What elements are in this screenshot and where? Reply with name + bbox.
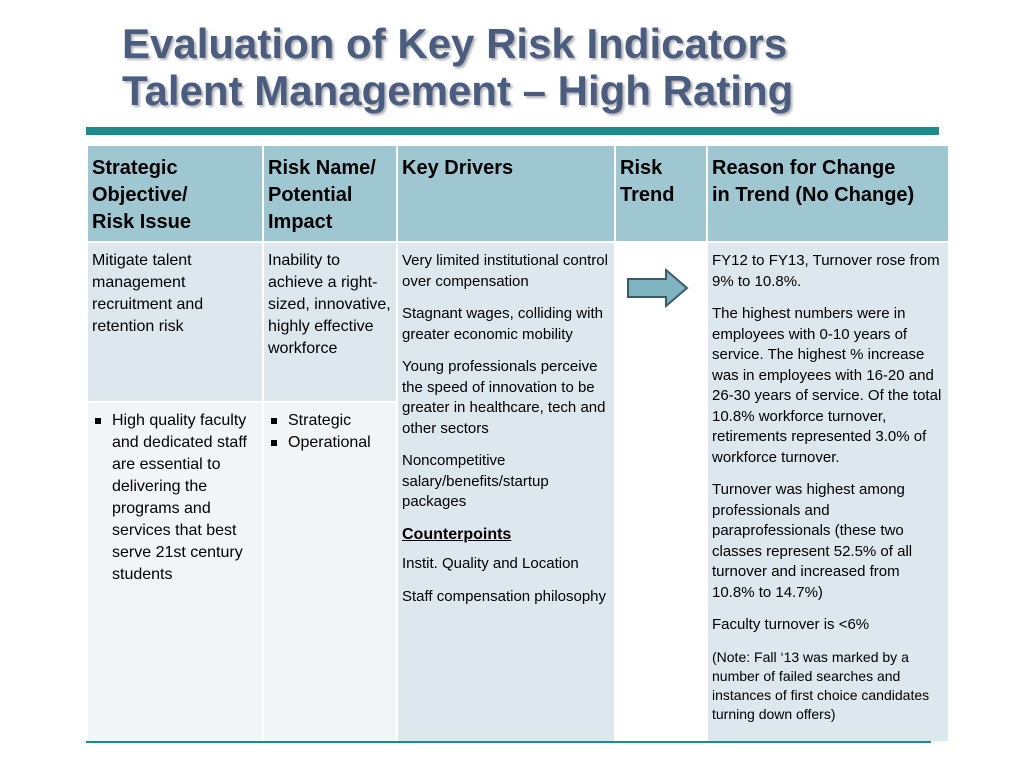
header-risk-trend: Risk Trend xyxy=(614,144,708,243)
reason-for-change-cell: FY12 to FY13, Turnover rose from 9% to 1… xyxy=(706,241,950,743)
header-risk-name: Risk Name/ Potential Impact xyxy=(262,144,398,243)
risk-name-cell: Inability to achieve a right-sized, inno… xyxy=(262,240,398,404)
header-reason-for-change: Reason for Change in Trend (No Change) xyxy=(706,144,950,243)
key-drivers-cell: Very limited institutional control over … xyxy=(396,241,616,743)
reason-item: The highest numbers were in employees wi… xyxy=(712,305,942,466)
table-header-row: Strategic Objective/ Risk Issue Risk Nam… xyxy=(86,144,950,243)
key-driver-item: Young professionals perceive the speed o… xyxy=(402,358,606,437)
counterpoint-item: Staff compensation philosophy xyxy=(402,587,607,605)
table-row: Mitigate talent management recruitment a… xyxy=(86,240,950,743)
impact-bullets-cell: Strategic Operational xyxy=(262,401,398,743)
table-row: High quality faculty and dedicated staff… xyxy=(86,401,949,743)
header-key-drivers: Key Drivers xyxy=(396,144,616,243)
counterpoint-item: Instit. Quality and Location xyxy=(402,555,579,572)
risk-trend-cell xyxy=(614,241,708,743)
key-driver-item: Stagnant wages, colliding with greater e… xyxy=(402,305,603,343)
reason-item: Faculty turnover is <6% xyxy=(712,616,870,633)
footer-divider xyxy=(86,741,931,743)
slide-title-line-2: Talent Management – High Rating xyxy=(122,67,794,114)
objective-bullet-list: High quality faculty and dedicated staff… xyxy=(92,410,258,586)
slide-title: Evaluation of Key Risk Indicators Talent… xyxy=(122,20,982,114)
objective-bullets-cell: High quality faculty and dedicated staff… xyxy=(86,401,264,743)
title-divider xyxy=(86,127,939,135)
list-item: Operational xyxy=(268,432,392,454)
objective-cell: Mitigate talent management recruitment a… xyxy=(86,240,264,404)
impact-bullet-list: Strategic Operational xyxy=(268,410,392,454)
list-item: High quality faculty and dedicated staff… xyxy=(92,410,258,586)
right-arrow-icon xyxy=(627,268,689,308)
reason-item: Turnover was highest among professionals… xyxy=(712,481,913,601)
risk-indicator-table: Strategic Objective/ Risk Issue Risk Nam… xyxy=(86,144,950,743)
counterpoints-heading: Counterpoints xyxy=(402,525,512,543)
slide-title-line-1: Evaluation of Key Risk Indicators xyxy=(122,20,788,67)
header-strategic-objective: Strategic Objective/ Risk Issue xyxy=(86,144,264,243)
list-item: Strategic xyxy=(268,410,392,432)
key-driver-item: Noncompetitive salary/benefits/startup p… xyxy=(402,452,549,510)
key-driver-item: Very limited institutional control over … xyxy=(402,252,608,290)
reason-item: FY12 to FY13, Turnover rose from 9% to 1… xyxy=(712,252,940,290)
reason-note: (Note: Fall ‘13 was marked by a number o… xyxy=(712,648,930,722)
